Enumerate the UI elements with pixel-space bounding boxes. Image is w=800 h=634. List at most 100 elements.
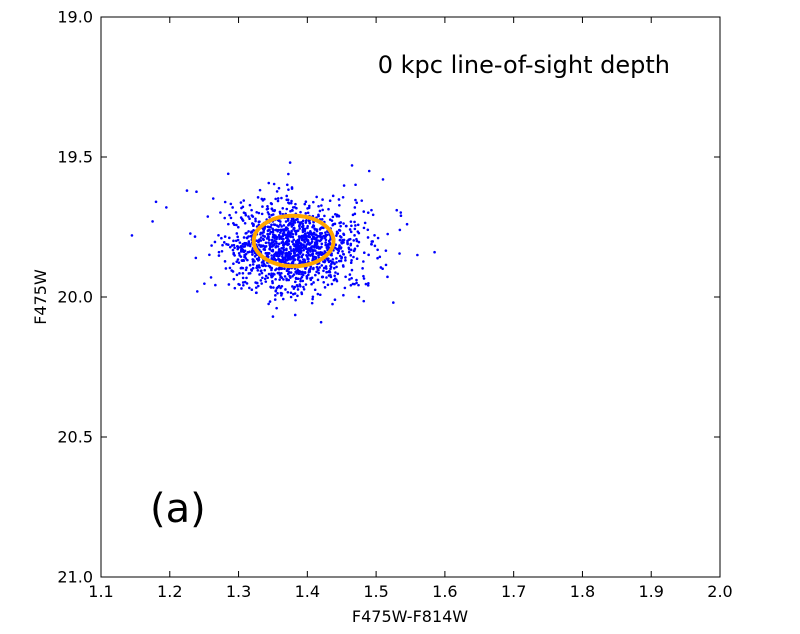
data-point — [395, 208, 399, 212]
data-point — [304, 221, 308, 224]
data-point — [221, 243, 224, 247]
data-point — [335, 257, 338, 260]
data-point — [235, 260, 239, 263]
data-point — [302, 248, 305, 252]
data-point — [243, 280, 247, 284]
data-point — [228, 245, 232, 249]
data-point — [262, 245, 266, 248]
data-point — [289, 201, 293, 205]
data-point — [241, 266, 245, 270]
data-point — [348, 237, 352, 241]
data-point — [296, 220, 300, 224]
data-point — [300, 238, 304, 242]
data-point — [320, 242, 324, 246]
data-point — [366, 284, 370, 287]
data-point — [232, 251, 236, 255]
data-point — [256, 196, 260, 199]
data-point — [195, 290, 199, 293]
data-point — [291, 206, 295, 209]
data-point — [195, 190, 198, 194]
data-point — [292, 292, 295, 296]
data-point — [241, 271, 245, 275]
data-point — [239, 201, 243, 204]
data-point — [257, 284, 260, 288]
data-point — [260, 271, 264, 275]
y-tick-label: 20.0 — [57, 288, 93, 307]
data-point — [235, 273, 239, 277]
data-point — [272, 258, 276, 261]
data-point — [311, 295, 315, 299]
data-point — [352, 249, 356, 253]
data-point — [291, 274, 294, 278]
data-point — [255, 257, 259, 261]
data-point — [292, 255, 296, 258]
data-point — [289, 252, 293, 255]
data-point — [354, 198, 357, 202]
data-point — [275, 253, 279, 256]
data-point — [346, 241, 349, 245]
data-point — [294, 270, 298, 273]
data-point — [229, 216, 233, 220]
data-point — [271, 209, 275, 212]
data-point — [239, 216, 243, 219]
data-point — [260, 261, 264, 264]
data-point — [277, 186, 281, 190]
data-point — [349, 248, 353, 252]
data-point — [280, 294, 283, 297]
x-axis-label: F475W-F814W — [352, 607, 468, 626]
data-point — [248, 244, 252, 248]
data-point — [296, 217, 299, 221]
data-point — [286, 290, 290, 294]
data-point — [338, 238, 342, 242]
data-point — [284, 258, 287, 261]
data-point — [291, 240, 294, 243]
data-point — [302, 287, 306, 291]
data-point — [334, 271, 337, 274]
data-point — [194, 256, 198, 260]
data-point — [344, 275, 347, 279]
data-point — [305, 247, 309, 251]
data-point — [293, 285, 297, 289]
data-point — [267, 238, 271, 241]
data-point — [347, 246, 351, 250]
data-point — [301, 236, 305, 239]
data-point — [222, 241, 226, 244]
data-point — [266, 251, 270, 255]
data-point — [248, 203, 252, 207]
data-point — [299, 270, 302, 274]
data-point — [220, 249, 224, 253]
data-point — [310, 237, 314, 241]
data-point — [342, 252, 345, 256]
data-point — [238, 241, 242, 244]
data-point — [343, 286, 347, 290]
data-point — [250, 288, 254, 292]
data-point — [285, 233, 289, 237]
data-point — [262, 238, 265, 242]
data-point — [267, 213, 271, 216]
x-tick-label: 1.1 — [88, 582, 113, 601]
data-point — [330, 282, 334, 286]
data-point — [311, 255, 315, 258]
data-point — [258, 273, 261, 276]
data-point — [350, 276, 353, 280]
data-point — [317, 214, 320, 218]
annotation-text: 0 kpc line-of-sight depth — [378, 51, 670, 79]
data-point — [307, 235, 310, 239]
data-point — [297, 271, 300, 275]
data-point — [314, 273, 317, 277]
data-point — [326, 283, 330, 287]
data-point — [242, 245, 246, 248]
data-point — [277, 267, 281, 271]
data-point — [316, 245, 320, 248]
data-point — [294, 298, 297, 302]
data-point — [211, 197, 215, 200]
data-point — [274, 246, 278, 249]
data-point — [355, 257, 359, 261]
data-point — [244, 252, 248, 256]
data-point — [154, 200, 158, 204]
data-point — [250, 268, 253, 271]
data-point — [273, 253, 276, 257]
data-point — [266, 232, 269, 236]
data-point — [301, 279, 305, 283]
data-point — [242, 283, 245, 287]
